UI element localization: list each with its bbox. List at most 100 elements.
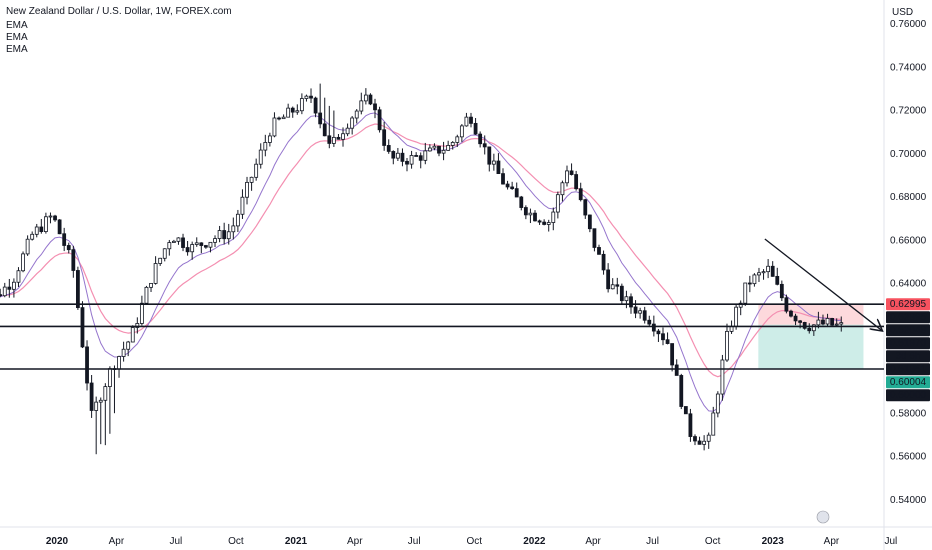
candle-body xyxy=(395,152,400,159)
candle-body xyxy=(53,215,57,221)
ema-slow-line xyxy=(0,123,842,378)
candle-body xyxy=(798,320,803,323)
candle-body xyxy=(373,103,377,111)
candle-body xyxy=(7,286,12,290)
price-label-text: 3d 6h xyxy=(895,351,920,362)
candle-body xyxy=(103,386,108,401)
x-tick-label: 2020 xyxy=(46,536,69,547)
candle-body xyxy=(537,220,542,223)
candle-body xyxy=(336,136,341,140)
candle-body xyxy=(574,174,579,190)
candle-body xyxy=(560,182,565,196)
candle-body xyxy=(811,324,816,332)
candle-body xyxy=(688,413,693,437)
candle-body xyxy=(277,117,281,120)
candle-body xyxy=(446,145,451,151)
candle-body xyxy=(624,296,629,302)
y-tick-label: 0.72000 xyxy=(890,106,927,117)
candle-body xyxy=(85,346,89,384)
candle-body xyxy=(697,440,702,445)
candle-body xyxy=(469,116,473,124)
candle-body xyxy=(48,215,53,218)
candle-body xyxy=(309,95,313,99)
candle-body xyxy=(670,343,675,366)
candle-body xyxy=(683,406,688,415)
candle-body xyxy=(295,110,300,113)
candle-body xyxy=(606,269,611,290)
x-tick-label: Apr xyxy=(347,536,363,547)
candle-body xyxy=(190,244,195,253)
candle-body xyxy=(286,107,291,118)
x-tick-label: 2022 xyxy=(523,536,546,547)
price-label-tag xyxy=(886,363,930,376)
candle-body xyxy=(551,211,556,223)
candle-body xyxy=(569,170,574,175)
candle-body xyxy=(409,155,414,165)
candle-body xyxy=(149,282,153,288)
economic-event-icon[interactable] xyxy=(816,510,830,524)
candle-body xyxy=(427,147,432,152)
candle-body xyxy=(21,253,25,272)
candle-body xyxy=(482,143,487,148)
take-profit-zone[interactable] xyxy=(758,324,864,369)
candle-body xyxy=(194,242,199,245)
price-label-tag xyxy=(886,311,930,324)
candle-body xyxy=(290,107,295,113)
candle-body xyxy=(789,310,793,317)
ema-legend-1[interactable]: EMA xyxy=(6,20,28,31)
candle-body xyxy=(432,145,437,149)
candle-body xyxy=(135,323,140,328)
price-label-tag xyxy=(886,337,930,350)
candle-body xyxy=(80,307,85,348)
candle-body xyxy=(199,242,204,246)
x-tick-label: Apr xyxy=(585,536,601,547)
x-tick-label: Jul xyxy=(884,536,897,547)
candle-body xyxy=(94,401,99,411)
candle-body xyxy=(12,281,16,290)
candle-body xyxy=(757,272,761,276)
candle-body xyxy=(715,393,720,414)
candle-body xyxy=(327,135,332,144)
x-tick-label: Oct xyxy=(228,536,244,547)
y-tick-label: 0.66000 xyxy=(890,235,927,246)
x-tick-label: Jul xyxy=(408,536,421,547)
candle-body xyxy=(89,382,94,411)
ema-legend-3[interactable]: EMA xyxy=(6,44,28,55)
x-tick-label: 2023 xyxy=(762,536,785,547)
candle-body xyxy=(455,136,460,143)
x-tick-label: Jul xyxy=(646,536,659,547)
candle-body xyxy=(158,257,163,264)
candle-body xyxy=(222,230,227,240)
candle-body xyxy=(793,315,798,322)
candle-body xyxy=(363,94,368,102)
candle-body xyxy=(761,271,766,274)
candle-body xyxy=(496,160,501,175)
x-tick-label: 2021 xyxy=(285,536,308,547)
ema-fast-line xyxy=(0,112,842,412)
candle-body xyxy=(240,196,245,215)
candlestick-series xyxy=(0,83,844,455)
candle-body xyxy=(299,98,304,112)
price-label-text: 0.61951 xyxy=(890,364,927,375)
ema-legend-2[interactable]: EMA xyxy=(6,32,28,43)
trendline-arrow[interactable] xyxy=(764,238,882,330)
candle-body xyxy=(185,247,190,253)
candle-body xyxy=(679,375,684,407)
candle-body xyxy=(263,142,268,151)
candle-body xyxy=(2,286,7,297)
candle-body xyxy=(734,306,739,327)
candle-body xyxy=(437,145,441,154)
candle-body xyxy=(126,341,131,350)
x-tick-label: Oct xyxy=(466,536,482,547)
candle-body xyxy=(144,286,149,304)
candle-body xyxy=(807,327,812,332)
x-tick-label: Apr xyxy=(109,536,125,547)
y-tick-label: 0.56000 xyxy=(890,452,927,463)
y-tick-label: 0.58000 xyxy=(890,408,927,419)
candle-body xyxy=(0,294,3,297)
candle-body xyxy=(473,122,478,135)
candle-body xyxy=(391,151,396,159)
candle-body xyxy=(377,109,382,131)
candle-body xyxy=(825,318,830,325)
